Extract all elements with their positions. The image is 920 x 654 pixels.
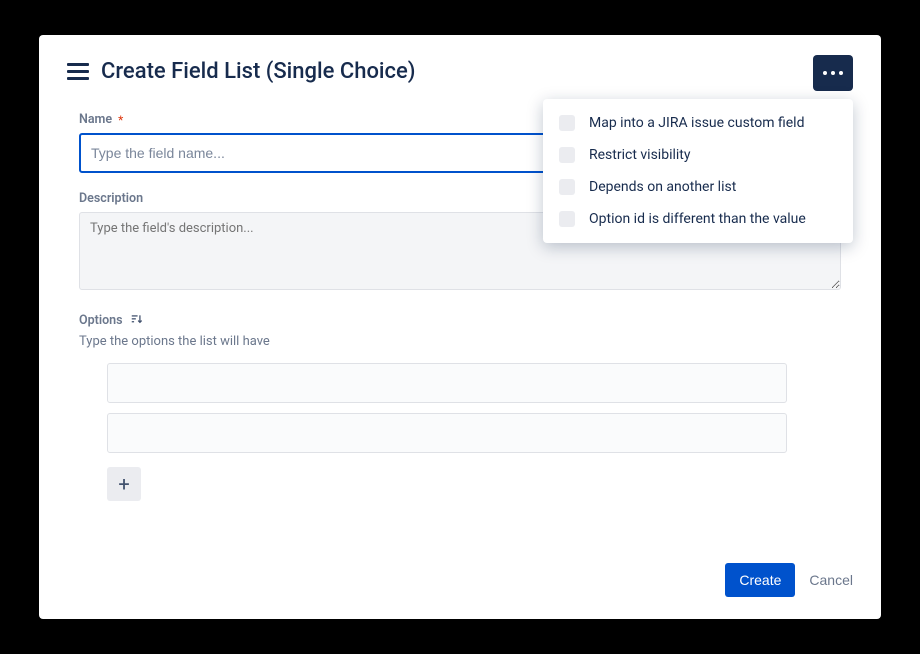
description-label: Description [79, 191, 143, 206]
menu-item-depends-list[interactable]: Depends on another list [543, 171, 853, 203]
create-button[interactable]: Create [725, 563, 795, 597]
menu-item-map-jira[interactable]: Map into a JIRA issue custom field [543, 107, 853, 139]
sort-icon[interactable] [129, 312, 145, 328]
checkbox-icon[interactable] [559, 115, 575, 131]
menu-item-label: Restrict visibility [589, 147, 690, 163]
checkbox-icon[interactable] [559, 179, 575, 195]
menu-item-restrict-visibility[interactable]: Restrict visibility [543, 139, 853, 171]
add-option-button[interactable]: + [107, 467, 141, 501]
options-hint: Type the options the list will have [79, 334, 841, 349]
checkbox-icon[interactable] [559, 211, 575, 227]
more-actions-menu: Map into a JIRA issue custom field Restr… [543, 99, 853, 243]
create-field-dialog: Create Field List (Single Choice) Map in… [39, 35, 881, 619]
hamburger-icon[interactable] [67, 61, 89, 83]
required-indicator: * [118, 113, 123, 127]
dialog-footer: Create Cancel [725, 563, 853, 597]
plus-icon: + [118, 472, 129, 496]
page-title: Create Field List (Single Choice) [101, 59, 416, 84]
cancel-button[interactable]: Cancel [809, 572, 853, 588]
options-field-block: Options Type the options the list will h… [79, 312, 841, 501]
dialog-header: Create Field List (Single Choice) Map in… [67, 59, 853, 84]
menu-item-label: Map into a JIRA issue custom field [589, 115, 804, 131]
checkbox-icon[interactable] [559, 147, 575, 163]
options-list: + [79, 363, 841, 501]
name-label: Name [79, 112, 112, 127]
option-input[interactable] [107, 413, 787, 453]
option-input[interactable] [107, 363, 787, 403]
menu-item-option-id-diff[interactable]: Option id is different than the value [543, 203, 853, 235]
options-label: Options [79, 313, 123, 328]
menu-item-label: Depends on another list [589, 179, 736, 195]
more-actions-button[interactable] [813, 55, 853, 91]
menu-item-label: Option id is different than the value [589, 211, 806, 227]
